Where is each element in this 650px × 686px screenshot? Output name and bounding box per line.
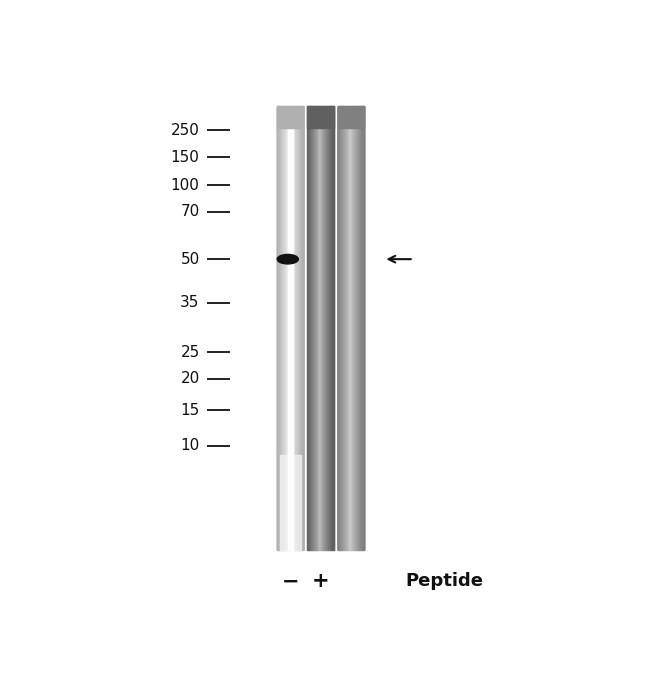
- Text: 70: 70: [181, 204, 200, 220]
- Text: 50: 50: [181, 252, 200, 267]
- Bar: [277, 106, 304, 128]
- Ellipse shape: [277, 255, 298, 264]
- Text: 150: 150: [171, 150, 200, 165]
- Bar: [280, 455, 301, 549]
- Text: 250: 250: [171, 123, 200, 138]
- Text: 20: 20: [181, 371, 200, 386]
- Text: 15: 15: [181, 403, 200, 418]
- Bar: [288, 128, 293, 549]
- Text: 35: 35: [180, 295, 200, 310]
- Text: 100: 100: [171, 178, 200, 193]
- Text: −: −: [281, 571, 299, 591]
- Text: +: +: [312, 571, 330, 591]
- Bar: [337, 106, 364, 128]
- Text: Peptide: Peptide: [405, 573, 483, 591]
- Bar: [307, 106, 333, 128]
- Text: 10: 10: [181, 438, 200, 453]
- Text: 25: 25: [181, 345, 200, 360]
